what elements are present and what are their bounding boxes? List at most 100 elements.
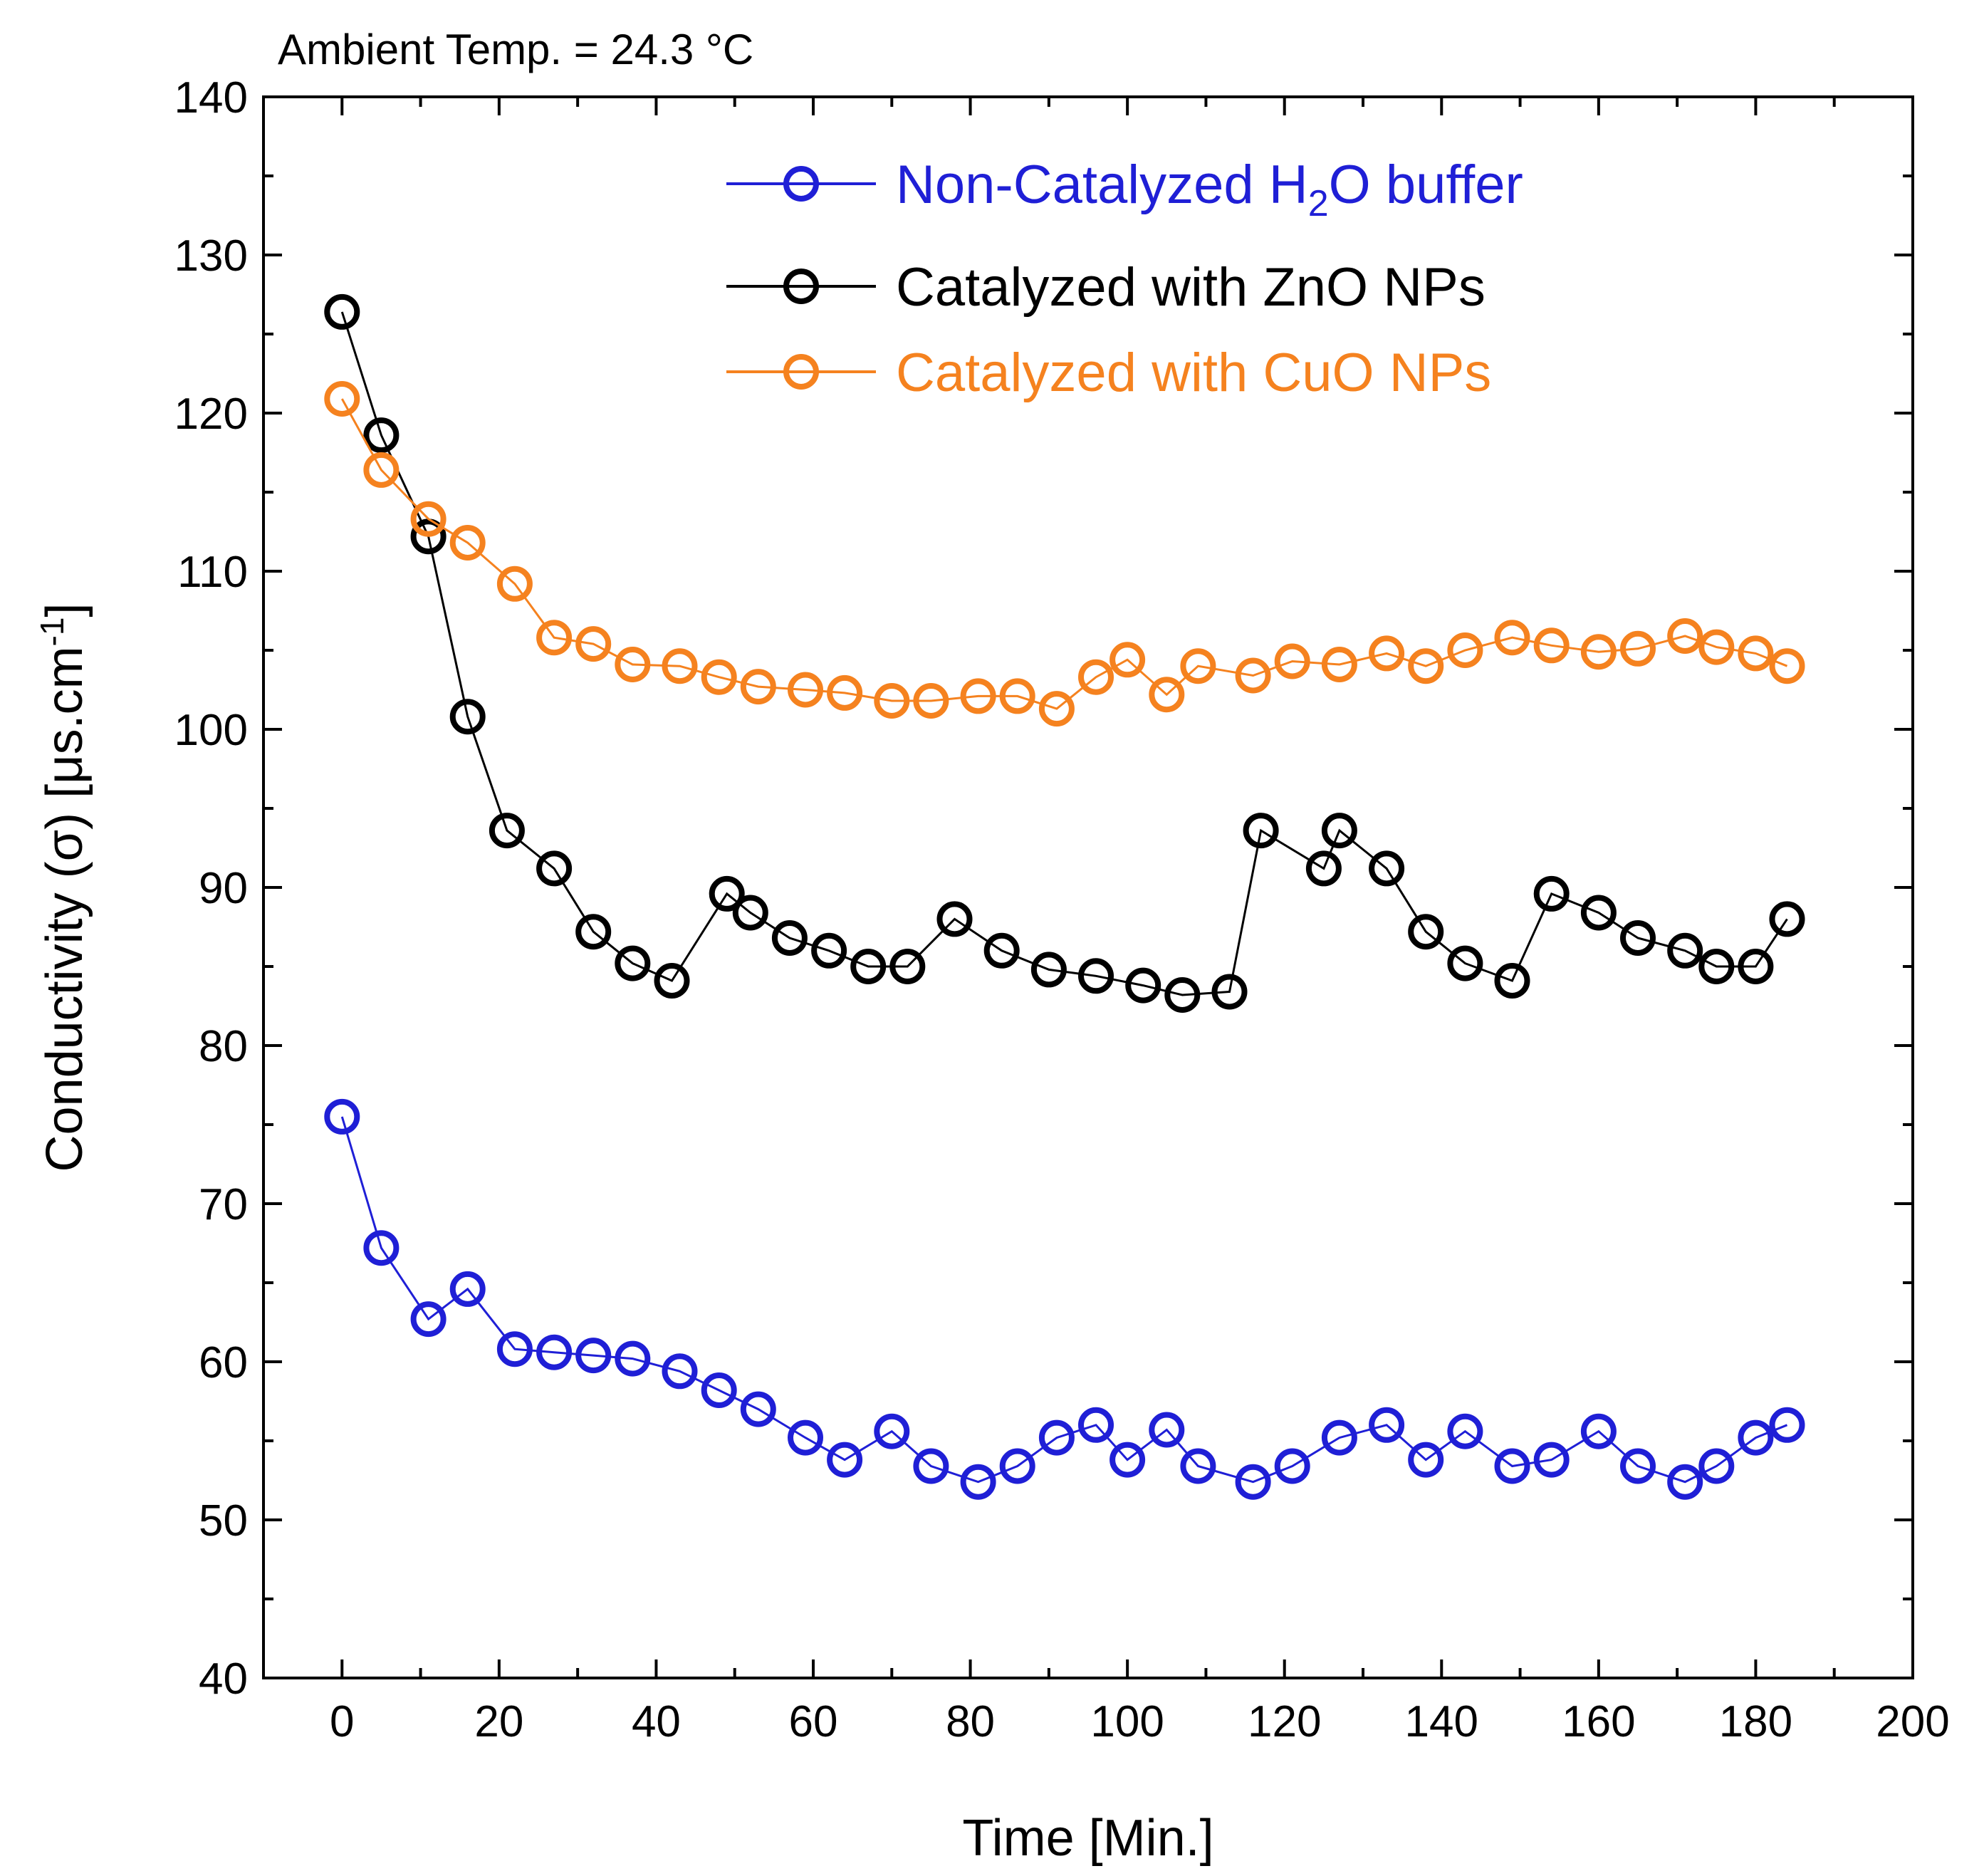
y-tick-label: 80 (199, 1022, 248, 1071)
legend-label-water: Non-Catalyzed H2O buffer (896, 155, 1523, 224)
data-point-zno (1369, 850, 1405, 887)
data-point-water (1274, 1448, 1310, 1484)
data-point-cuo (1235, 657, 1271, 694)
data-point-cuo (1667, 618, 1703, 654)
data-point-water (827, 1442, 863, 1478)
data-point-water (1408, 1442, 1444, 1478)
legend-label-zno: Catalyzed with ZnO NPs (896, 257, 1486, 318)
data-point-zno (889, 949, 926, 984)
data-point-cuo (827, 674, 863, 711)
data-point-cuo (1533, 627, 1570, 664)
data-point-water (575, 1338, 612, 1374)
data-point-zno (1620, 920, 1656, 956)
data-point-water (449, 1271, 486, 1307)
y-tick-label: 130 (174, 231, 248, 281)
data-point-water (1369, 1407, 1405, 1443)
y-axis-title-sup: -1 (33, 617, 71, 647)
x-tick-label: 80 (946, 1697, 995, 1746)
data-point-water (1078, 1407, 1114, 1443)
series-layer (324, 293, 1805, 1500)
data-point-cuo (999, 678, 1035, 714)
data-point-cuo (1620, 630, 1656, 667)
data-point-water (999, 1448, 1035, 1484)
data-point-water (410, 1301, 447, 1338)
data-point-water (662, 1353, 698, 1390)
legend-label-water-sub: 2 (1308, 183, 1329, 224)
data-point-cuo (1180, 648, 1216, 684)
data-point-zno (615, 945, 651, 981)
series-line-water (340, 1116, 1788, 1484)
data-point-water (1533, 1442, 1570, 1478)
ambient-temp-annotation: Ambient Temp. = 24.3 °C (278, 26, 753, 73)
y-tick-label: 140 (174, 73, 248, 123)
x-tick-label: 0 (330, 1697, 354, 1746)
data-point-zno (1408, 914, 1444, 950)
data-point-cuo (615, 647, 651, 682)
data-point-zno (489, 813, 525, 849)
data-point-zno (1125, 967, 1161, 1004)
y-axis-title: Conductivity (σ) [μs.cm-1] (33, 603, 93, 1172)
data-point-zno (811, 932, 847, 969)
y-tick-label: 90 (199, 864, 248, 913)
data-point-zno (771, 920, 808, 956)
y-tick-label: 120 (174, 390, 248, 439)
legend-label-cuo: Catalyzed with CuO NPs (896, 343, 1491, 403)
data-point-zno (1447, 945, 1483, 981)
data-point-water (1321, 1419, 1357, 1456)
data-point-zno (1494, 963, 1530, 999)
data-point-zno (936, 901, 973, 937)
data-point-cuo (1738, 635, 1774, 672)
data-point-zno (1667, 932, 1703, 969)
y-tick-label: 60 (199, 1338, 248, 1387)
data-point-zno (1698, 949, 1735, 984)
data-point-water (913, 1448, 949, 1484)
data-point-cuo (1321, 647, 1357, 682)
data-point-zno (1769, 901, 1805, 937)
data-point-water (1180, 1448, 1216, 1484)
data-point-zno (983, 932, 1020, 969)
data-point-zno (324, 293, 360, 330)
x-tick-label: 120 (1248, 1697, 1321, 1746)
data-point-cuo (662, 648, 698, 684)
data-point-water (1698, 1448, 1735, 1484)
data-point-zno (449, 699, 486, 735)
data-point-water (1149, 1412, 1185, 1448)
data-point-cuo (788, 672, 823, 708)
data-point-water (1494, 1448, 1530, 1484)
data-point-zno (850, 949, 887, 984)
data-point-water (1447, 1413, 1483, 1449)
data-point-cuo (1408, 648, 1444, 684)
legend-entry-water: Non-Catalyzed H2O buffer (726, 155, 1523, 224)
data-point-water (1620, 1448, 1656, 1484)
y-tick-label: 100 (174, 706, 248, 755)
data-point-zno (1321, 813, 1357, 849)
y-axis-title-close: ] (36, 603, 93, 617)
data-point-water (1235, 1464, 1271, 1500)
data-point-zno (363, 417, 400, 454)
data-point-zno (732, 895, 768, 931)
y-axis-title-main: Conductivity (σ) [μs.cm (36, 646, 93, 1172)
x-tick-label: 20 (474, 1697, 523, 1746)
data-point-water (324, 1098, 360, 1135)
data-point-zno (536, 850, 573, 887)
x-tick-label: 180 (1719, 1697, 1792, 1746)
data-point-cuo (536, 620, 573, 656)
data-point-water (701, 1372, 737, 1408)
data-point-zno (1164, 977, 1201, 1013)
x-tick-label: 160 (1562, 1697, 1635, 1746)
data-point-zno (410, 518, 447, 555)
x-tick-label: 60 (789, 1697, 838, 1746)
data-point-cuo (1369, 635, 1405, 672)
data-point-water (1580, 1413, 1617, 1449)
data-point-cuo (410, 501, 447, 537)
data-point-zno (709, 875, 745, 912)
data-point-zno (1030, 952, 1067, 988)
data-point-cuo (1110, 642, 1146, 678)
data-point-cuo (1078, 659, 1114, 695)
legend-entry-cuo: Catalyzed with CuO NPs (726, 343, 1491, 403)
data-point-zno (654, 963, 690, 999)
x-tick-label: 140 (1405, 1697, 1478, 1746)
data-point-cuo (1580, 634, 1617, 670)
y-tick-label: 40 (199, 1654, 248, 1704)
data-point-cuo (575, 626, 612, 662)
